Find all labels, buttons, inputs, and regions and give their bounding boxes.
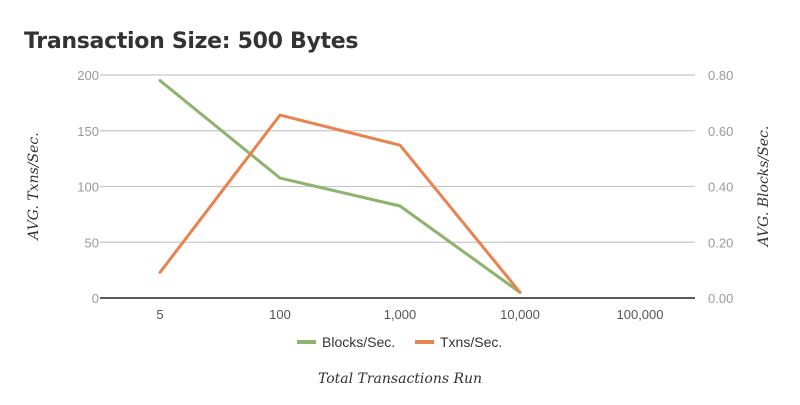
x-tick-label: 10,000 <box>500 307 540 322</box>
y-left-tick-label: 100 <box>77 180 99 195</box>
x-tick-label: 5 <box>156 307 163 322</box>
y-left-tick-labels: 0 50 100 150 200 <box>77 68 99 306</box>
x-axis-label: Total Transactions Run <box>318 371 482 387</box>
legend: Blocks/Sec. Txns/Sec. <box>297 334 502 350</box>
gridlines <box>100 74 695 299</box>
legend-label: Blocks/Sec. <box>322 334 395 350</box>
x-tick-label: 100,000 <box>617 307 664 322</box>
x-tick-label: 1,000 <box>384 307 417 322</box>
y-left-axis-label: AVG. Txns/Sec. <box>26 132 42 241</box>
y-right-tick-label: 0.40 <box>708 180 733 195</box>
chart-title: Transaction Size: 500 Bytes <box>24 29 358 54</box>
y-right-tick-label: 0.00 <box>708 291 733 306</box>
y-right-axis-label: AVG. Blocks/Sec. <box>756 126 772 249</box>
y-left-tick-label: 50 <box>85 235 99 250</box>
y-left-tick-label: 0 <box>92 291 99 306</box>
y-right-tick-label: 0.20 <box>708 235 733 250</box>
x-tick-labels: 5 100 1,000 10,000 100,000 <box>156 307 663 322</box>
y-right-tick-label: 0.60 <box>708 124 733 139</box>
y-left-tick-label: 150 <box>77 124 99 139</box>
y-left-tick-label: 200 <box>77 68 99 83</box>
series-lines <box>158 79 522 294</box>
x-tick-label: 100 <box>269 307 291 322</box>
series-line-blocks-sec <box>158 79 522 294</box>
y-right-tick-label: 0.80 <box>708 68 733 83</box>
y-right-tick-labels: 0.00 0.20 0.40 0.60 0.80 <box>708 68 733 306</box>
legend-label: Txns/Sec. <box>440 334 502 350</box>
series-line-txns-sec <box>158 113 522 294</box>
